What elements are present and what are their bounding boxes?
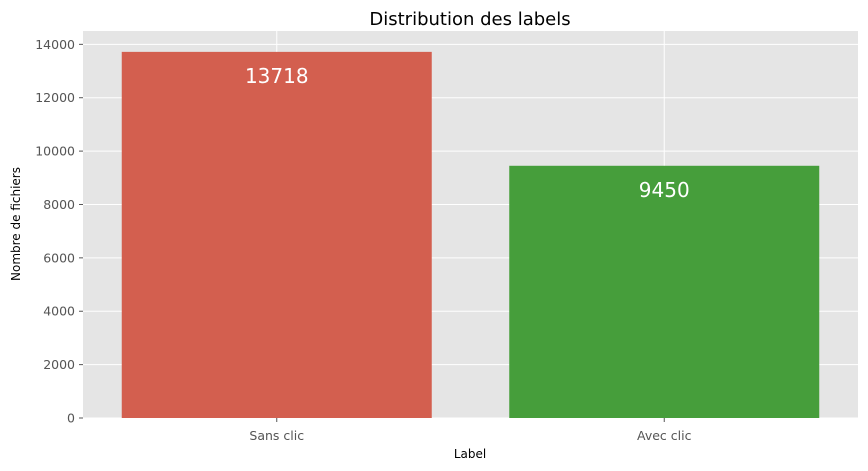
axis-ticks: 0 2000 4000 6000 8000 10000 12000 14000 Sans cli… bbox=[35, 37, 691, 443]
bar-value-label: 9450 bbox=[639, 178, 690, 202]
y-axis-label: Nombre de fichiers bbox=[9, 167, 23, 281]
y-tick-label: 4000 bbox=[43, 304, 75, 319]
y-tick-label: 8000 bbox=[43, 197, 75, 212]
y-tick-label: 2000 bbox=[43, 357, 75, 372]
y-tick-label: 12000 bbox=[35, 90, 75, 105]
bar-avec-clic bbox=[509, 165, 820, 418]
chart-title: Distribution des labels bbox=[369, 9, 570, 30]
y-tick-label: 14000 bbox=[35, 37, 75, 52]
bar-sans-clic bbox=[121, 51, 432, 419]
x-tick-label: Avec clic bbox=[637, 428, 692, 443]
y-tick-label: 6000 bbox=[43, 250, 75, 265]
x-tick-label: Sans clic bbox=[249, 428, 304, 443]
bars bbox=[121, 51, 820, 419]
x-axis-label: Label bbox=[454, 447, 486, 461]
y-tick-label: 0 bbox=[67, 411, 75, 426]
bar-value-labels: 13718 9450 bbox=[245, 64, 690, 202]
y-tick-label: 10000 bbox=[35, 144, 75, 159]
bar-value-label: 13718 bbox=[245, 64, 309, 88]
